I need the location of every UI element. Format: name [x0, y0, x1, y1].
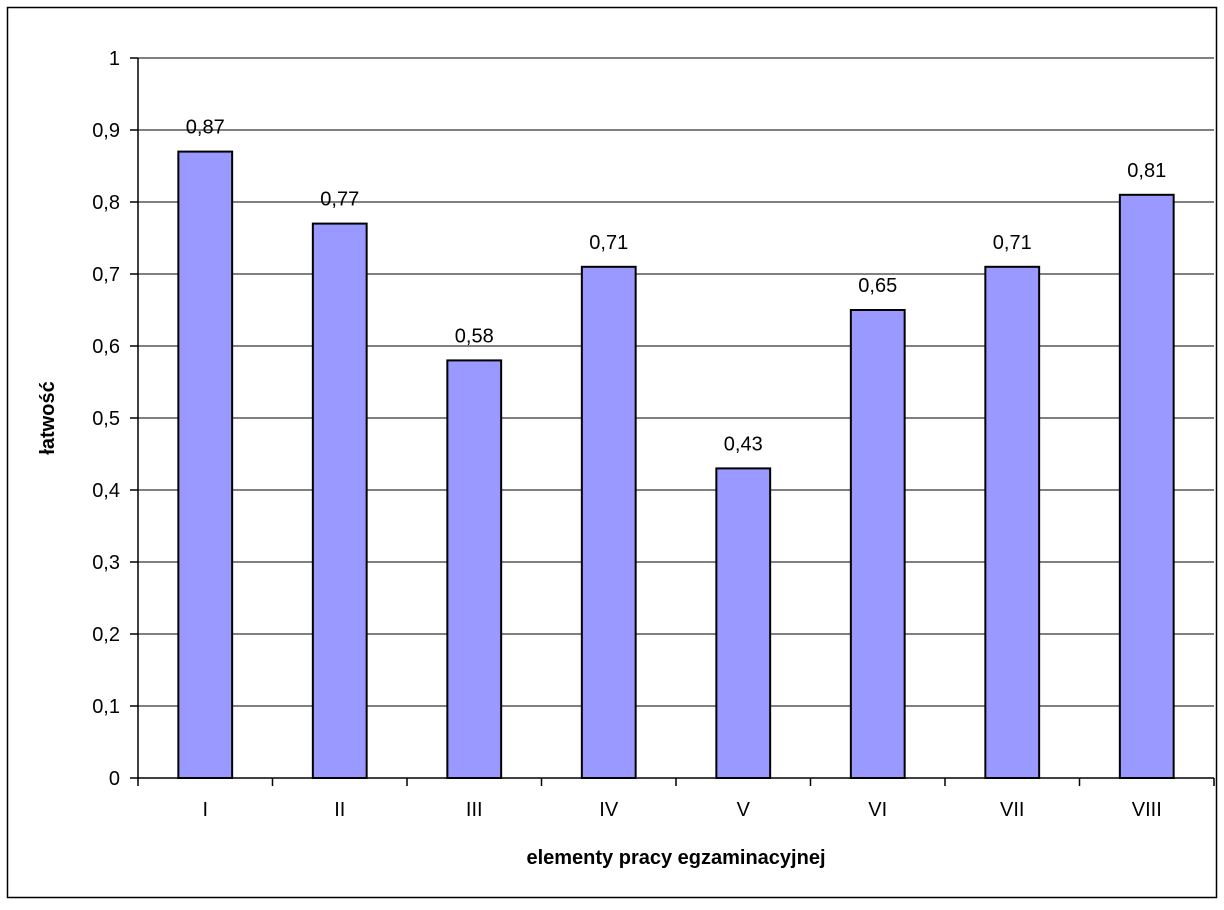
bar-VII — [984, 265, 1041, 779]
chart-border — [6, 6, 1218, 899]
bar-III — [446, 359, 503, 779]
x-tick-label-V: V — [737, 799, 751, 821]
y-tick-label: 0,1 — [92, 696, 120, 718]
x-tick-label-VI: VI — [868, 799, 887, 821]
data-label-II: 0,77 — [320, 189, 359, 211]
data-label-VI: 0,65 — [858, 275, 897, 297]
data-label-VIII: 0,81 — [1127, 160, 1166, 182]
y-tick-label: 0,9 — [92, 120, 120, 142]
y-tick-label: 0,4 — [92, 480, 120, 502]
y-axis-title: łatwość — [37, 381, 59, 454]
x-tick-labels: I II III IV V VI VII VIII — [202, 799, 1161, 821]
y-tick-label: 1 — [109, 48, 120, 70]
data-label-III: 0,58 — [455, 325, 494, 347]
axes — [130, 57, 1215, 786]
data-label-I: 0,87 — [186, 117, 225, 139]
y-tick-label: 0 — [109, 768, 120, 790]
bar-VI — [849, 309, 906, 779]
y-tick-label: 0,5 — [92, 408, 120, 430]
data-label-IV: 0,71 — [589, 232, 628, 254]
y-tick-label: 0,8 — [92, 192, 120, 214]
x-tick-label-II: II — [334, 799, 345, 821]
y-tick-labels: 0 0,1 0,2 0,3 0,4 0,5 0,6 0,7 0,8 0,9 1 — [92, 48, 120, 790]
bar-V — [715, 467, 772, 779]
bar-VIII — [1118, 193, 1175, 780]
x-tick-label-I: I — [202, 799, 208, 821]
x-tick-label-VII: VII — [1000, 799, 1024, 821]
gridlines — [138, 57, 1214, 707]
bar-II — [311, 222, 368, 780]
x-axis-title: elementy pracy egzaminacyjnej — [526, 847, 825, 869]
bars — [177, 150, 1175, 780]
y-tick-label: 0,7 — [92, 264, 120, 286]
data-label-VII: 0,71 — [993, 232, 1032, 254]
x-tick-label-IV: IV — [599, 799, 619, 821]
data-label-V: 0,43 — [724, 433, 763, 455]
y-tick-label: 0,2 — [92, 624, 120, 646]
bar-I — [177, 150, 234, 780]
y-tick-label: 0,3 — [92, 552, 120, 574]
x-tick-label-III: III — [466, 799, 483, 821]
x-tick-label-VIII: VIII — [1132, 799, 1162, 821]
data-labels: 0,87 0,77 0,58 0,71 0,43 0,65 0,71 0,81 — [186, 117, 1166, 456]
y-tick-label: 0,6 — [92, 336, 120, 358]
bar-IV — [580, 265, 637, 779]
